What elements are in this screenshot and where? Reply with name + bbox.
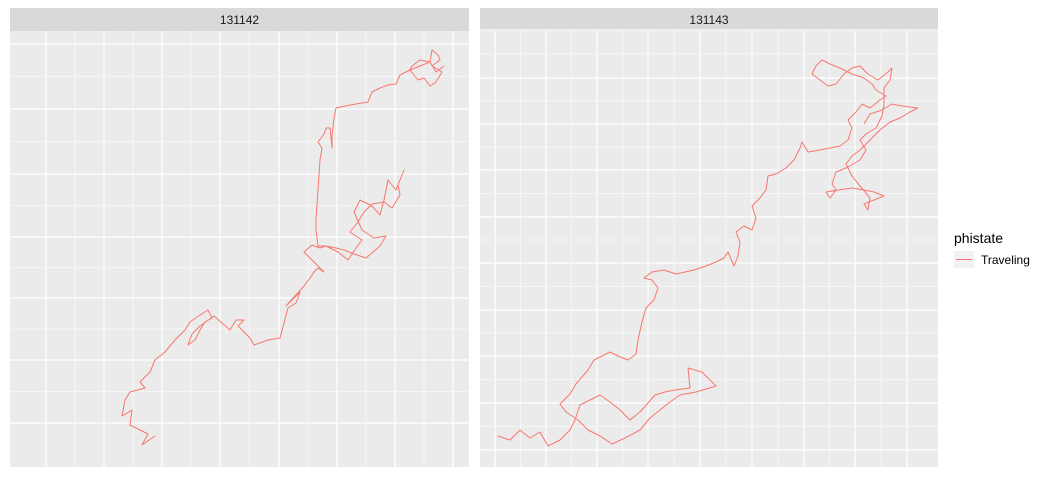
facet-strip-1	[10, 8, 469, 31]
facet-label-1: 131142	[220, 13, 259, 27]
facet-label-2: 131143	[689, 13, 728, 27]
legend: phistate Traveling	[954, 230, 1030, 268]
facet-panel-2: 131143	[480, 8, 938, 467]
facet-strip-2	[480, 8, 938, 31]
track-line-131142	[121, 49, 445, 446]
legend-title: phistate	[954, 230, 1003, 246]
facet-panel-1: 131142	[10, 8, 469, 467]
facet-plot-area-2	[480, 31, 938, 467]
track-line-131143	[497, 59, 919, 447]
gridlines-2	[480, 29, 938, 467]
facet-plot-area-1	[10, 31, 469, 467]
gridlines-1	[10, 31, 469, 467]
legend-entry-traveling: Traveling	[981, 253, 1030, 267]
